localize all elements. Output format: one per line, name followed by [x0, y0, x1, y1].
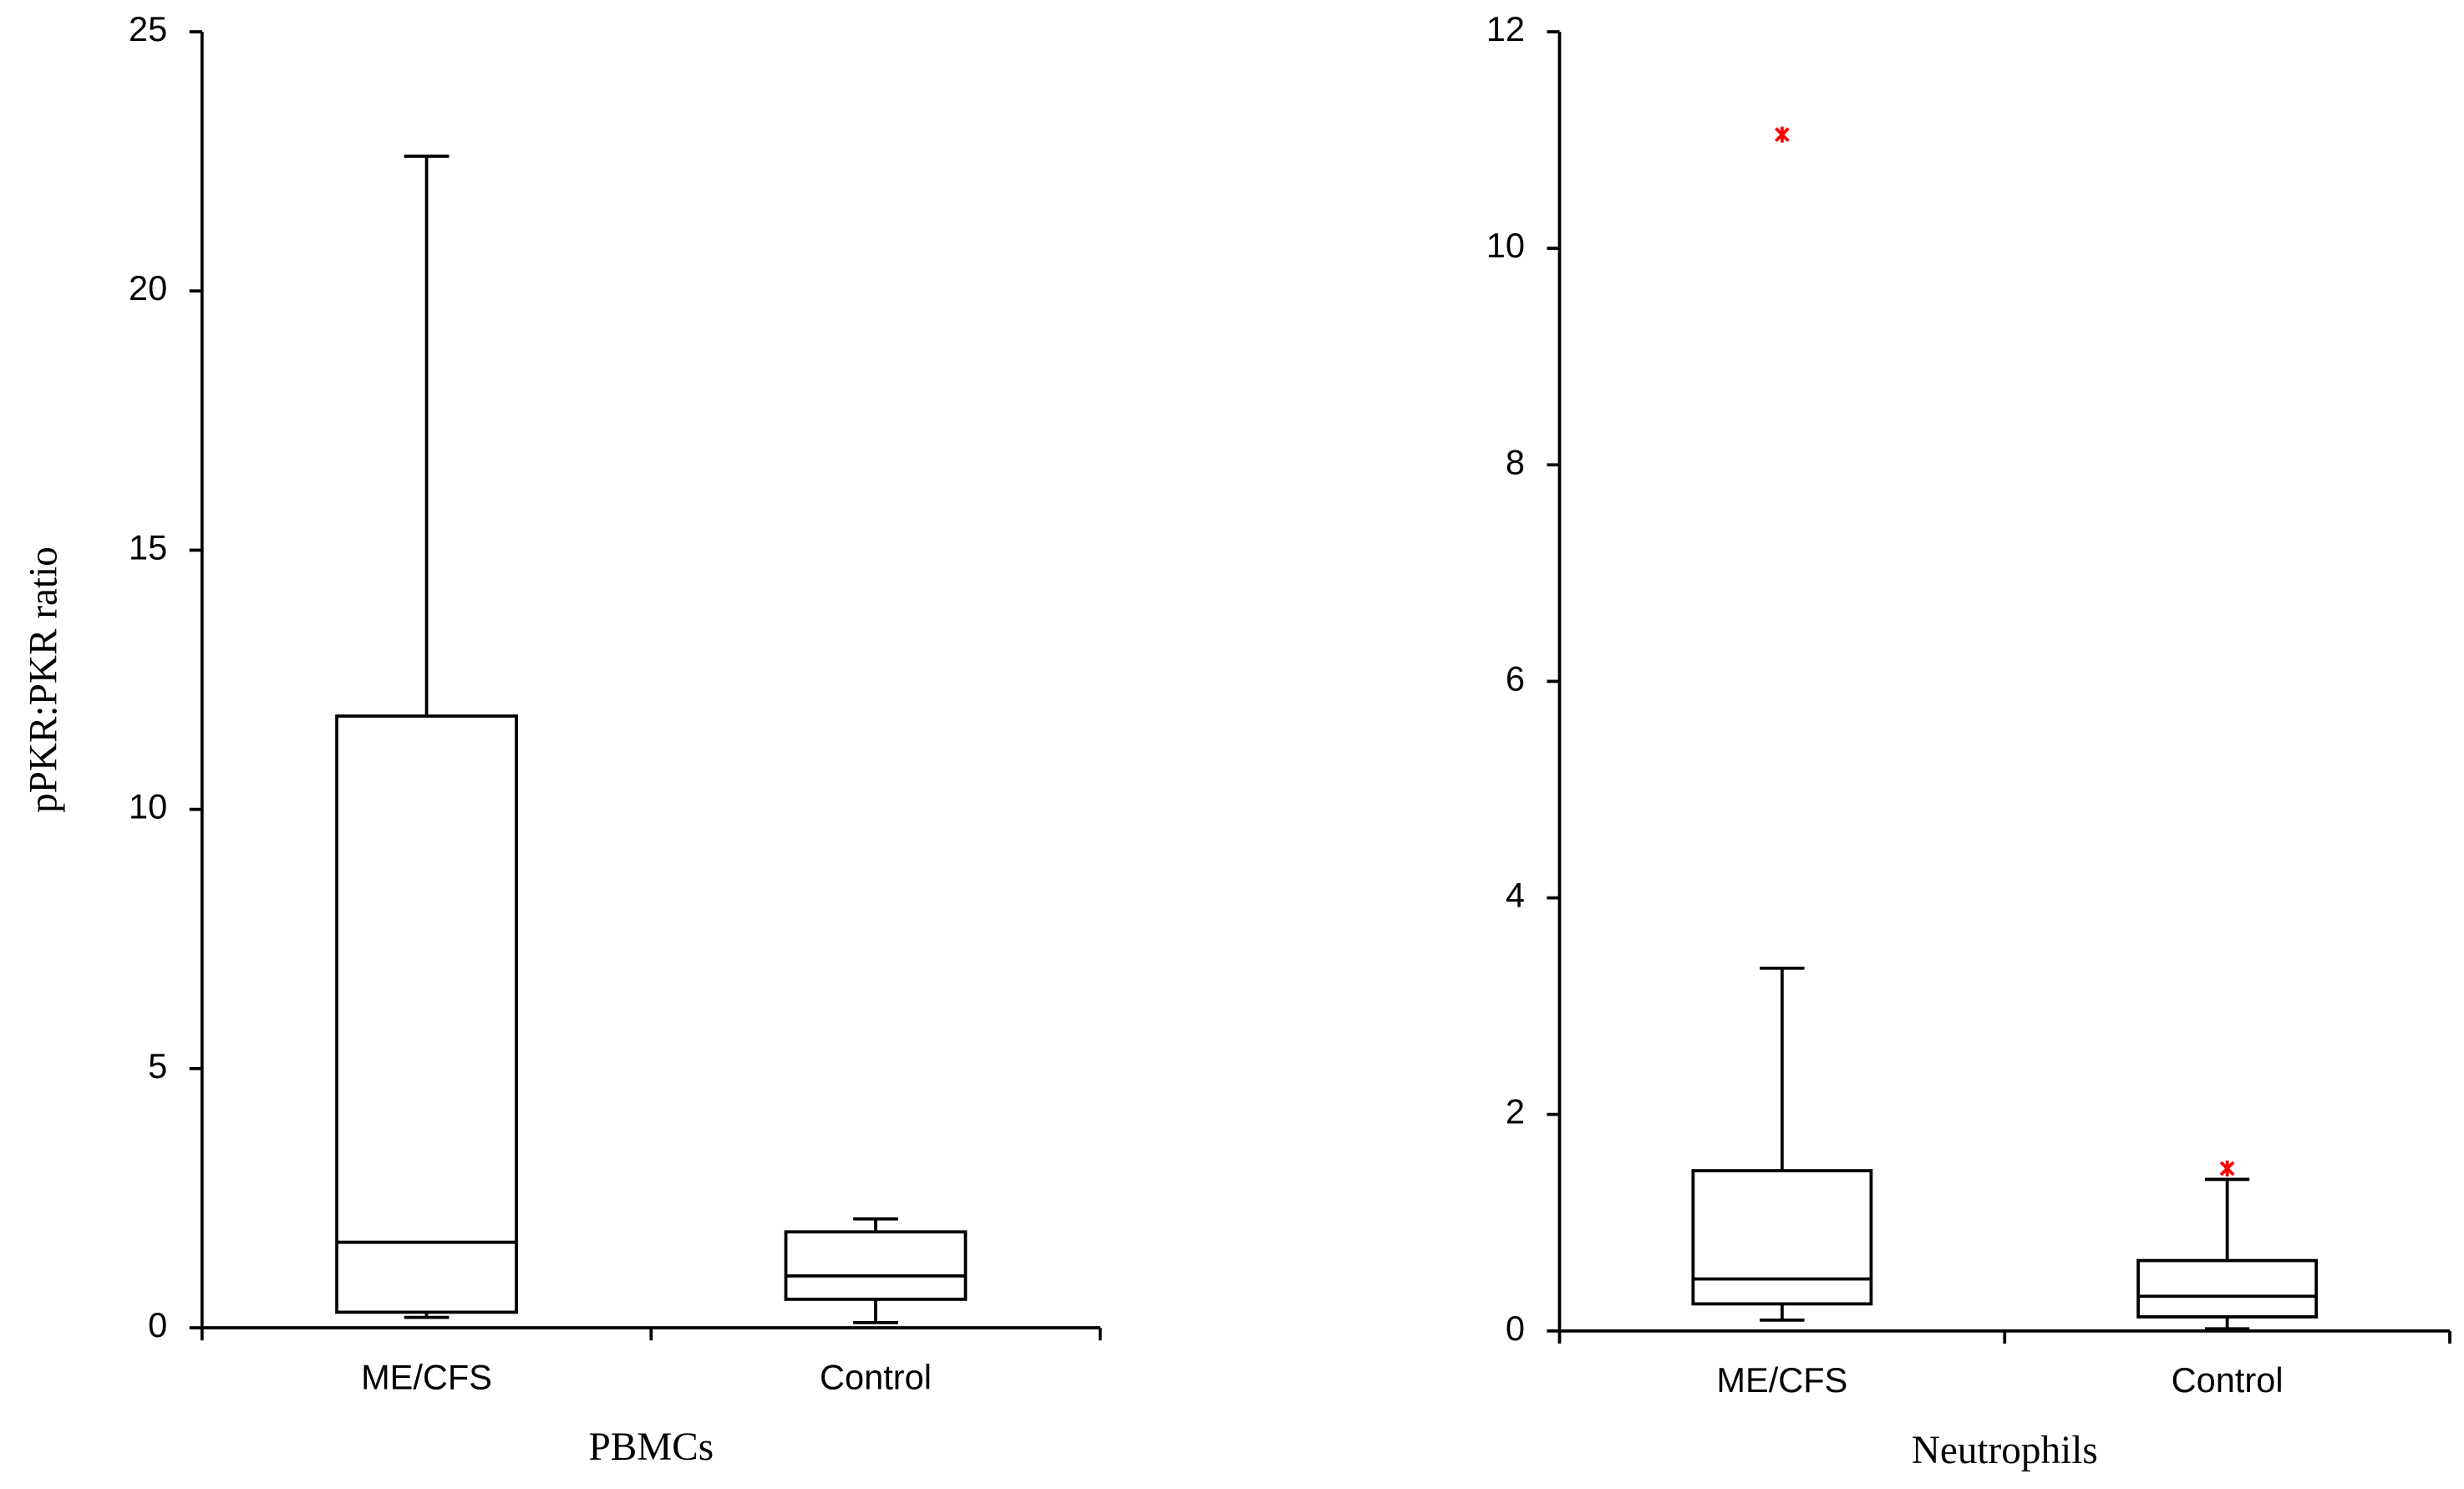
- y-tick-label: 10: [129, 787, 167, 826]
- y-tick-label: 2: [1506, 1092, 1525, 1131]
- y-tick-label: 8: [1506, 442, 1525, 481]
- x-axis-label: Neutrophils: [1912, 1429, 2098, 1472]
- x-tick-label: Control: [2172, 1360, 2284, 1400]
- y-tick-label: 4: [1506, 876, 1525, 915]
- box: [784, 1230, 968, 1301]
- y-tick-label: 12: [1486, 9, 1525, 48]
- box: [2136, 1258, 2319, 1319]
- outlier: [2219, 1161, 2235, 1176]
- y-tick-label: 0: [148, 1305, 167, 1344]
- outlier: [1774, 126, 1790, 143]
- y-tick-label: 5: [148, 1046, 167, 1085]
- x-axis-label: PBMCs: [588, 1425, 714, 1469]
- y-tick-label: 15: [129, 527, 167, 567]
- y-tick-label: 25: [129, 9, 167, 48]
- y-tick-label: 20: [129, 268, 167, 307]
- y-tick-label: 10: [1486, 226, 1525, 265]
- box: [335, 714, 518, 1314]
- box: [1691, 1169, 1873, 1306]
- x-tick-label: ME/CFS: [1716, 1360, 1847, 1400]
- x-tick-label: ME/CFS: [361, 1357, 492, 1396]
- x-tick-label: Control: [820, 1357, 932, 1396]
- y-axis-label: pPKR:PKR ratio: [23, 546, 66, 813]
- y-tick-label: 6: [1506, 658, 1525, 698]
- y-tick-label: 0: [1506, 1309, 1525, 1348]
